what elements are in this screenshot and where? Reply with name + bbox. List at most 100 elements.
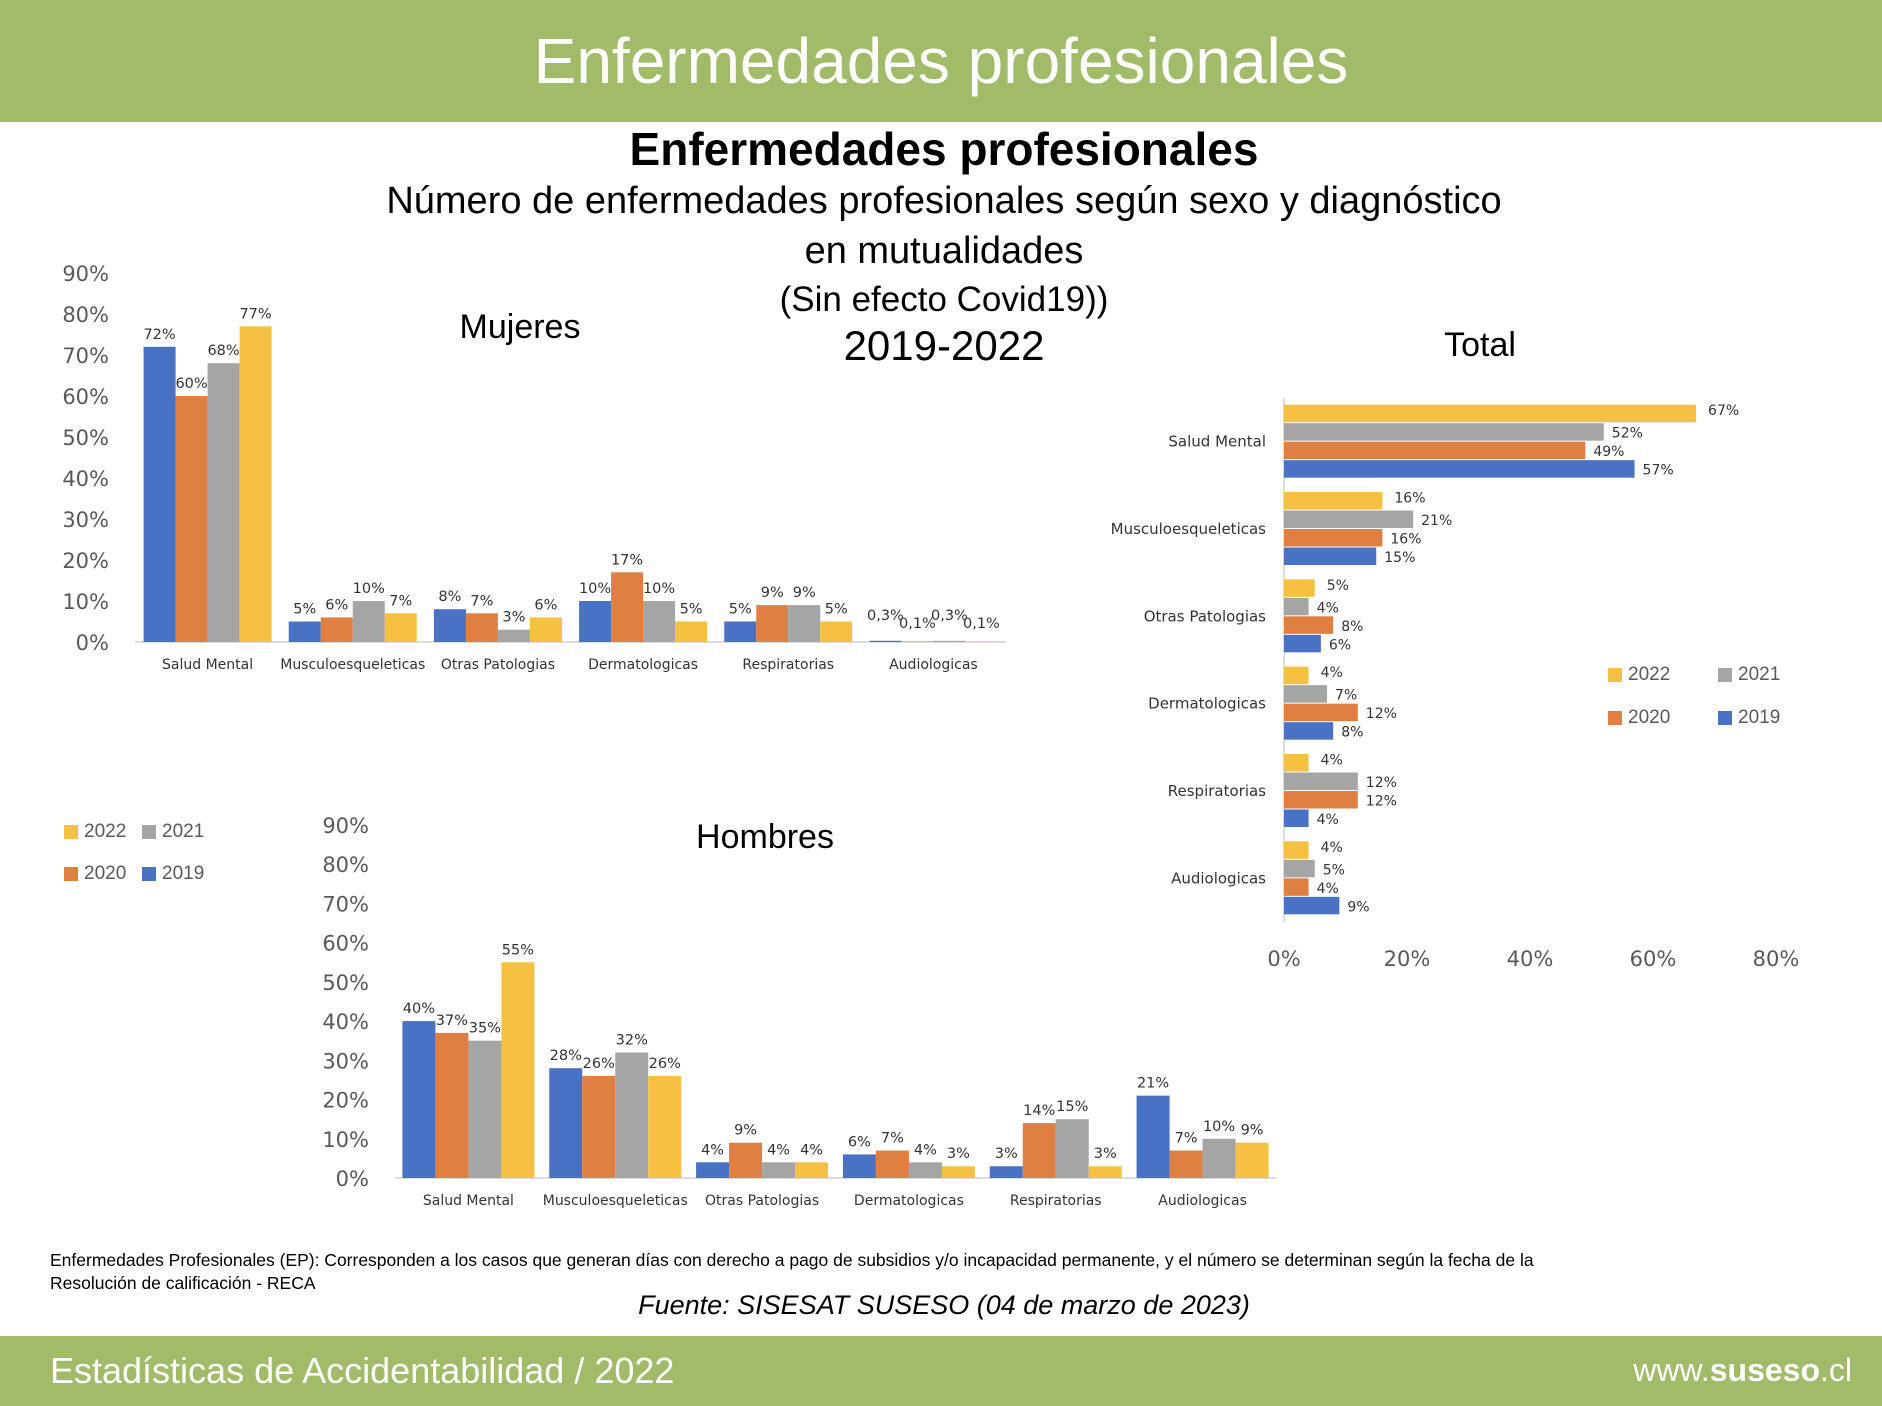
- hombres-data-label-2020-otras-patologias: 9%: [734, 1123, 757, 1139]
- hombres-data-label-2019-dermatologicas: 6%: [848, 1134, 871, 1150]
- total-bar-2019-musculoesqueleticas: [1284, 547, 1377, 565]
- footnote: Enfermedades Profesionales (EP): Corresp…: [50, 1250, 1534, 1293]
- total-bar-2020-otras-patologias: [1284, 616, 1334, 634]
- legend-item-2019: 2019: [142, 863, 204, 885]
- total-data-label-2020-audiologicas: 4%: [1317, 881, 1339, 897]
- mujeres-bar-2019-salud-mental: [143, 346, 176, 642]
- total-data-label-2020-respiratorias: 12%: [1366, 794, 1397, 810]
- footer-url-brand: suseso: [1709, 1352, 1820, 1388]
- mujeres-data-label-2020-audiologicas: 0,1%: [899, 616, 936, 632]
- mujeres-data-label-2021-otras-patologias: 3%: [502, 610, 525, 626]
- total-data-label-2021-musculoesqueleticas: 21%: [1421, 513, 1452, 529]
- total-data-label-2019-audiologicas: 9%: [1347, 899, 1369, 915]
- legend-item-2019: 2019: [1718, 707, 1780, 729]
- mujeres-bar-2021-otras-patologias: [497, 629, 530, 642]
- mujeres-chart: 0% 10% 20% 30% 40% 50% 60% 70% 80% 90% Salud Menta…: [62, 262, 1800, 1209]
- total-bar-2021-audiologicas: [1284, 859, 1315, 878]
- hombres-bar-2019-dermatologicas: [842, 1154, 876, 1178]
- legend-label-2019: 2019: [162, 863, 205, 884]
- total-xtick: 20%: [1384, 947, 1431, 971]
- header-bar: Enfermedades profesionales: [0, 0, 1882, 122]
- mujeres-bar-2020-respiratorias: [756, 605, 789, 642]
- hombres-data-label-2019-respiratorias: 3%: [995, 1146, 1018, 1162]
- hombres-data-label-2021-audiologicas: 10%: [1203, 1119, 1235, 1135]
- hombres-ytick: 20%: [322, 1089, 369, 1113]
- legend-swatch-2020: [1608, 711, 1622, 725]
- total-data-label-2020-otras-patologias: 8%: [1341, 619, 1363, 635]
- hombres-data-label-2022-respiratorias: 3%: [1094, 1146, 1117, 1162]
- total-data-label-2021-audiologicas: 5%: [1323, 862, 1345, 878]
- legend-label-2021: 2021: [162, 821, 205, 842]
- legend-item-2021: 2021: [142, 821, 204, 843]
- total-category-label: Salud Mental: [1168, 433, 1266, 451]
- mujeres-bar-2022-musculoesqueleticas: [384, 613, 417, 642]
- legend-label-2021: 2021: [1738, 664, 1781, 685]
- legend-item-2020: 2020: [1608, 707, 1670, 729]
- total-xtick: 60%: [1630, 947, 1677, 971]
- hombres-bar-2022-dermatologicas: [941, 1166, 975, 1178]
- mujeres-ytick: 40%: [62, 467, 109, 491]
- hombres-bar-2022-respiratorias: [1088, 1166, 1122, 1178]
- hombres-bar-2020-otras-patologias: [729, 1142, 763, 1178]
- hombres-bar-2022-salud-mental: [501, 962, 535, 1178]
- mujeres-bar-2021-audiologicas: [933, 640, 966, 642]
- mujeres-ytick: 70%: [62, 344, 109, 368]
- legend-label-2022: 2022: [1628, 664, 1671, 685]
- total-bar-2021-otras-patologias: [1284, 597, 1309, 616]
- mujeres-data-label-2022-respiratorias: 5%: [825, 602, 848, 618]
- mujeres-category-label: Musculoesqueleticas: [280, 657, 425, 673]
- mujeres-data-label-2022-otras-patologias: 6%: [534, 597, 557, 613]
- mujeres-bar-2021-respiratorias: [788, 605, 821, 642]
- hombres-data-label-2020-musculoesqueleticas: 26%: [583, 1056, 615, 1072]
- total-data-label-2019-otras-patologias: 6%: [1329, 637, 1351, 653]
- mujeres-bar-2020-musculoesqueleticas: [320, 617, 353, 642]
- total-bar-2021-musculoesqueleticas: [1284, 510, 1414, 528]
- legend-swatch-2021: [1718, 668, 1732, 682]
- legend-item-2022: 2022: [64, 821, 126, 843]
- mujeres-ytick: 30%: [62, 508, 109, 532]
- mujeres-data-label-2022-dermatologicas: 5%: [680, 602, 703, 618]
- footer-bar: Estadísticas de Accidentabilidad / 2022 …: [0, 1336, 1882, 1406]
- hombres-bar-2021-audiologicas: [1202, 1138, 1236, 1178]
- hombres-ytick: 80%: [322, 853, 369, 877]
- total-xtick: 0%: [1267, 947, 1300, 971]
- hombres-data-label-2022-salud-mental: 55%: [502, 942, 534, 958]
- hombres-data-label-2019-audiologicas: 21%: [1137, 1076, 1169, 1092]
- mujeres-category-label: Dermatologicas: [588, 657, 698, 673]
- total-bar-2020-salud-mental: [1284, 441, 1586, 460]
- legend-swatch-2019: [1718, 711, 1732, 725]
- mujeres-ytick: 10%: [62, 590, 109, 614]
- hombres-data-label-2020-audiologicas: 7%: [1175, 1131, 1198, 1147]
- mujeres-data-label-2021-audiologicas: 0,3%: [931, 608, 968, 624]
- total-data-label-2021-otras-patologias: 4%: [1317, 600, 1339, 616]
- total-xtick: 80%: [1753, 947, 1800, 971]
- mujeres-data-label-2021-musculoesqueleticas: 10%: [353, 581, 385, 597]
- chart-years: 2019-2022: [843, 322, 1045, 369]
- hombres-category-label: Musculoesqueleticas: [543, 1193, 688, 1209]
- total-xtick: 40%: [1507, 947, 1554, 971]
- mujeres-data-label-2019-audiologicas: 0,3%: [867, 608, 904, 624]
- hombres-category-label: Salud Mental: [423, 1193, 514, 1209]
- mujeres-data-label-2021-respiratorias: 9%: [793, 585, 816, 601]
- hombres-data-label-2022-dermatologicas: 3%: [947, 1146, 970, 1162]
- total-category-label: Dermatologicas: [1148, 695, 1266, 713]
- header-title: Enfermedades profesionales: [533, 25, 1349, 97]
- hombres-bar-2020-audiologicas: [1169, 1150, 1203, 1178]
- footer-url-suffix: .cl: [1820, 1352, 1852, 1388]
- total-bar-2021-salud-mental: [1284, 423, 1604, 441]
- mujeres-bar-2020-salud-mental: [175, 396, 208, 642]
- hombres-category-label: Dermatologicas: [854, 1193, 964, 1209]
- mujeres-bar-2020-dermatologicas: [611, 572, 644, 642]
- mujeres-category-label: Salud Mental: [162, 657, 253, 673]
- total-category-label: Respiratorias: [1168, 782, 1266, 800]
- footer-url[interactable]: www.suseso.cl: [1633, 1352, 1852, 1389]
- hombres-bar-2022-musculoesqueleticas: [648, 1076, 682, 1178]
- mujeres-data-label-2020-musculoesqueleticas: 6%: [325, 597, 348, 613]
- mujeres-data-label-2019-respiratorias: 5%: [729, 602, 752, 618]
- total-bar-2019-salud-mental: [1284, 460, 1635, 478]
- hombres-ytick: 40%: [322, 1010, 369, 1034]
- mujeres-bar-2021-dermatologicas: [643, 601, 676, 642]
- hombres-data-label-2021-dermatologicas: 4%: [914, 1142, 937, 1158]
- hombres-bar-2020-musculoesqueleticas: [582, 1076, 616, 1178]
- hombres-bar-2021-respiratorias: [1055, 1119, 1089, 1178]
